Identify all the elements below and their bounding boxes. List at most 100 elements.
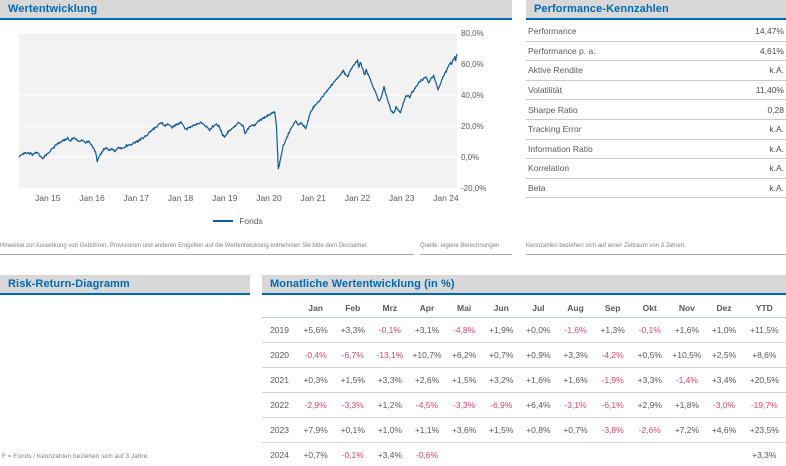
monthly-value-cell: +1,6% [556,367,595,393]
metric-value: 0,28 [767,104,784,115]
kennzahlen-header: Performance-Kennzahlen [526,0,786,20]
svg-text:Jan 23: Jan 23 [389,193,415,203]
monthly-table-row: 2023 +7,9% +0,1% +1,0% +1,1% +3,6% +1,5% +0,8% +… [262,417,786,443]
monthly-value-cell: +8,6% [742,342,786,368]
metric-row: Beta k.A. [526,179,786,199]
monthly-value-cell: -0,1% [631,317,669,343]
svg-text:Jan 16: Jan 16 [79,193,105,203]
monthly-value-cell: +0,7% [556,417,595,443]
monthly-col-header: Dez [705,298,743,318]
monthly-value-cell: -0,6% [408,442,446,466]
monthly-value-cell: +3,4% [705,367,743,393]
monthly-table-row: 2019 +5,6% +3,3% -0,1% +3,1% -4,8% +1,9% +0,0% -… [262,317,786,343]
monthly-year-cell: 2020 [262,342,298,368]
metric-value: 11,40% [755,85,784,96]
monthly-year-cell: 2019 [262,317,298,343]
svg-text:Jan 17: Jan 17 [123,193,149,203]
monthly-value-cell: +3,3% [631,367,669,393]
monthly-col-year [262,298,298,318]
metric-value: 14,47% [755,26,784,37]
monthly-value-cell: +3,3% [334,317,372,343]
monthly-value-cell: +0,1% [334,417,372,443]
metric-value: k.A. [769,163,784,174]
svg-text:80,0%: 80,0% [461,30,484,38]
metric-value: k.A. [769,65,784,76]
metric-label: Information Ratio [528,143,593,154]
metric-value: k.A. [769,124,784,135]
monthly-table-row: 2024 +0,7% -0,1% +3,4% -0,6% +3,3% [262,442,786,466]
disclaimer-right: Kennzahlen beziehen sich auf einen Zeitr… [526,243,786,255]
wertentwicklung-panel: Wertentwicklung -20,0% 0,0% 20,0% 40,0% 60,0… [0,0,512,226]
monthly-value-cell: +3,2% [482,367,520,393]
metric-label: Performance [528,26,577,37]
legend-label: Fonds [239,216,263,226]
monthly-value-cell: -4,5% [408,392,446,418]
monthly-value-cell: -3,3% [445,392,483,418]
monthly-value-cell: +0,7% [482,342,520,368]
metric-label: Performance p. a. [528,45,596,56]
monthly-value-cell: +1,2% [371,392,409,418]
monthly-value-cell: -1,6% [556,317,595,343]
monthly-value-cell: -3,1% [556,392,595,418]
monthly-value-cell: +1,0% [705,317,743,343]
monthly-value-cell: +1,0% [371,417,409,443]
monthly-value-cell: -0,1% [334,442,372,466]
risk-return-panel: Risk-Return-Diagramm 0,0%1,0%2,0%3,0%4,0… [0,275,250,295]
disclaimer-left: Hinweise zur Auswirkung von Gebühren, Pr… [0,243,512,255]
monthly-value-cell: +2,5% [705,342,743,368]
metric-row: Performance p. a. 4,61% [526,42,786,62]
svg-text:Jan 19: Jan 19 [212,193,238,203]
monthly-col-header: Mai [445,298,483,318]
kennzahlen-title: Performance-Kennzahlen [534,3,669,15]
monthly-year-cell: 2021 [262,367,298,393]
monthly-value-cell: +1,5% [482,417,520,443]
monthly-table-header-row: Jan Feb Mrz Apr Mai Jun Jul Aug Sep Okt Nov Dez YTD [262,298,786,318]
monthly-value-cell: +0,0% [519,317,557,343]
monthly-value-cell [594,442,632,466]
monthly-value-cell: +1,5% [334,367,372,393]
monthly-value-cell: -6,1% [594,392,632,418]
risk-return-title: Risk-Return-Diagramm [8,278,130,290]
monthly-col-header: Okt [631,298,669,318]
svg-text:Jan 15: Jan 15 [35,193,61,203]
monthly-value-cell [482,442,520,466]
metric-value: k.A. [769,143,784,154]
monthly-value-cell [556,442,595,466]
monthly-value-cell: +1,3% [594,317,632,343]
disclaimer-text: Hinweise zur Auswirkung von Gebühren, Pr… [0,243,414,255]
legend-line-swatch [213,220,234,222]
monthly-col-header: Apr [408,298,446,318]
metric-label: Sharpe Ratio [528,104,578,115]
svg-text:Jan 24: Jan 24 [433,193,459,203]
monthly-col-header: Mrz [371,298,409,318]
svg-text:-20,0%: -20,0% [461,184,486,193]
monthly-value-cell: +1,6% [668,317,706,343]
monthly-value-cell [519,442,557,466]
monthly-year-cell: 2024 [262,442,298,466]
monthly-value-cell: +20,5% [742,367,786,393]
monthly-value-cell: +2,6% [408,367,446,393]
metric-label: Aktive Rendite [528,65,583,76]
monthly-value-cell: +10,5% [668,342,706,368]
metric-label: Korrelation [528,163,570,174]
monthly-value-cell: +11,5% [742,317,786,343]
monthly-value-cell [705,442,743,466]
monthly-value-cell: -3,0% [705,392,743,418]
monthly-value-cell: +0,5% [631,342,669,368]
monthly-value-cell: -3,3% [334,392,372,418]
metric-value: 4,61% [759,45,784,56]
monthly-value-cell: +0,9% [519,342,557,368]
monthly-value-cell: +1,9% [482,317,520,343]
svg-text:Jan 20: Jan 20 [256,193,282,203]
monthly-value-cell: +3,3% [742,442,786,466]
monthly-value-cell: -0,1% [371,317,409,343]
monthly-value-cell: -3,8% [594,417,632,443]
svg-text:60,0%: 60,0% [461,60,484,69]
monthly-value-cell [668,442,706,466]
monthly-col-header: Aug [556,298,595,318]
monthly-value-cell: +5,6% [297,317,335,343]
monthly-value-cell: -4,2% [594,342,632,368]
performance-line-chart: -20,0% 0,0% 20,0% 40,0% 60,0% 80,0% Jan 15 Jan … [18,30,486,203]
metric-label: Volatilität [528,85,563,96]
